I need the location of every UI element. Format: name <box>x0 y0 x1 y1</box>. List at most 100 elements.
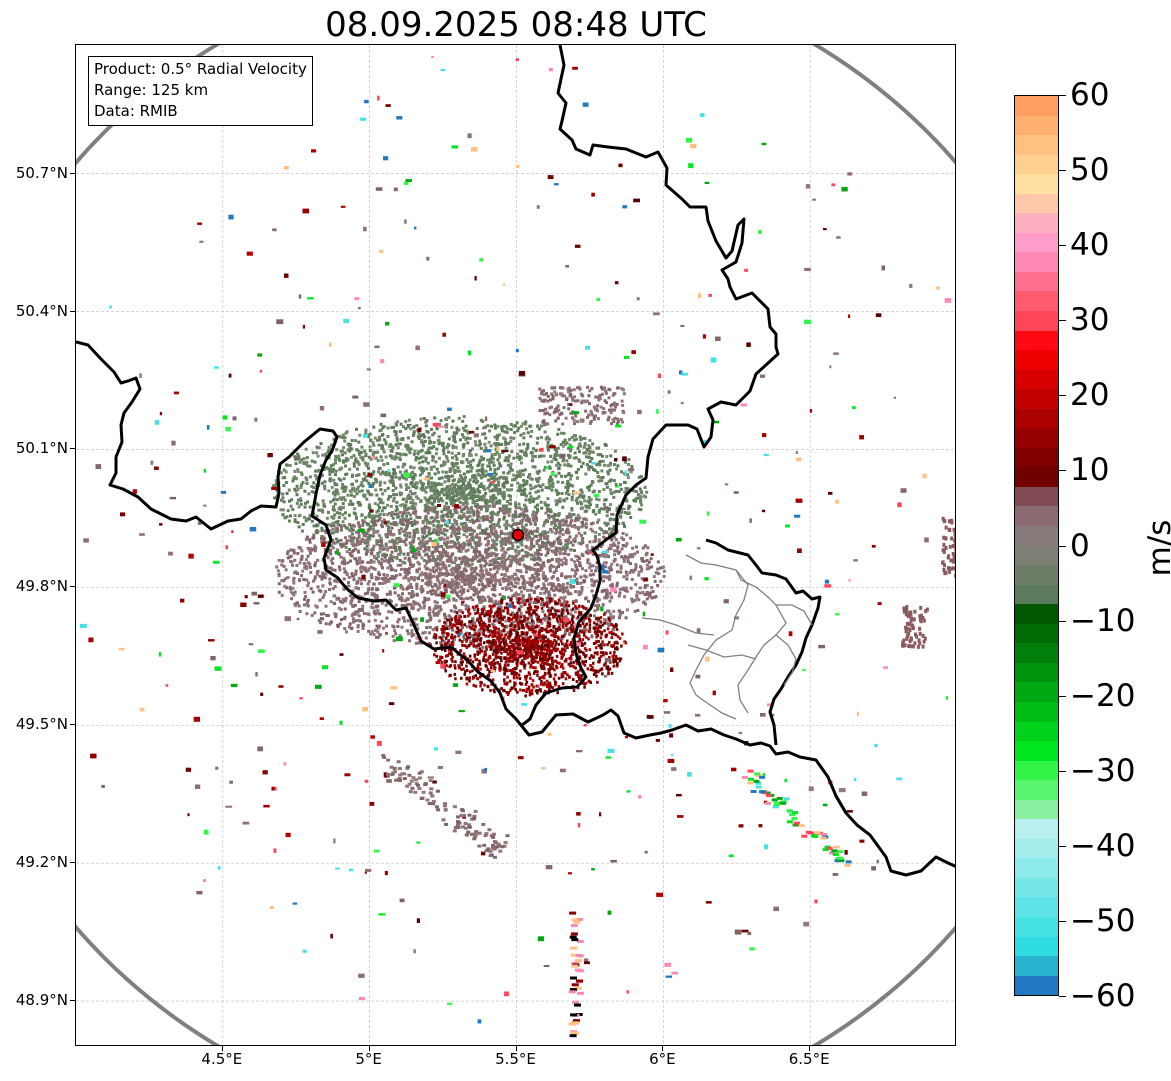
colorbar-tick-mark <box>1059 170 1066 172</box>
colorbar-tick-label: 10 <box>1070 452 1110 489</box>
colorbar-segment <box>1015 389 1058 409</box>
colorbar-tick-mark <box>1059 695 1066 697</box>
colorbar-tick-mark <box>1059 996 1066 997</box>
lon-tick-mark <box>515 1046 517 1051</box>
colorbar-tick-label: −40 <box>1070 827 1136 864</box>
product-info-box: Product: 0.5° Radial Velocity Range: 125… <box>88 56 313 126</box>
colorbar-tick-mark <box>1059 320 1066 322</box>
colorbar-segment <box>1015 291 1058 312</box>
colorbar-segment <box>1015 956 1058 976</box>
country-borders <box>76 45 955 877</box>
lat-tick-mark <box>70 172 75 174</box>
product-label: Product: 0.5° Radial Velocity <box>94 60 307 78</box>
colorbar-segment <box>1015 799 1058 820</box>
colorbar-segment <box>1015 467 1058 487</box>
colorbar-segment <box>1015 174 1058 194</box>
lat-tick-mark <box>70 310 75 312</box>
colorbar-segment <box>1015 838 1058 859</box>
radar-map[interactable] <box>75 44 956 1046</box>
colorbar-segment <box>1015 623 1058 644</box>
colorbar-tick-label: 50 <box>1070 152 1110 189</box>
colorbar-segment <box>1015 936 1058 957</box>
colorbar-segment <box>1015 232 1058 253</box>
colorbar-tick-mark <box>1059 245 1066 247</box>
colorbar-tick-mark <box>1059 920 1066 922</box>
colorbar-tick-mark <box>1059 470 1066 472</box>
graticule <box>76 45 955 1045</box>
colorbar-segment <box>1015 350 1058 370</box>
colorbar-tick-label: −30 <box>1070 752 1136 789</box>
colorbar-segment <box>1015 506 1058 527</box>
colorbar-segment <box>1015 486 1058 507</box>
colorbar-tick-mark <box>1059 770 1066 772</box>
lon-tick-label: 6.5°E <box>788 1050 830 1068</box>
colorbar-tick-mark <box>1059 845 1066 847</box>
lon-tick-mark <box>809 1046 811 1051</box>
colorbar-segment <box>1015 858 1058 878</box>
colorbar-segment <box>1015 780 1058 800</box>
colorbar-tick-label: 30 <box>1070 302 1110 339</box>
lat-tick-mark <box>70 724 75 726</box>
colorbar-segment <box>1015 741 1058 761</box>
colorbar-tick-mark <box>1059 545 1066 547</box>
colorbar-segment <box>1015 369 1058 390</box>
range-label: Range: 125 km <box>94 81 209 99</box>
radar-echoes <box>79 55 955 1038</box>
colorbar-segment <box>1015 154 1058 175</box>
radar-site-marker[interactable] <box>511 528 525 542</box>
lat-tick-label: 50.7°N <box>15 163 68 182</box>
lat-tick-label: 49.2°N <box>15 853 68 872</box>
lon-tick-label: 6°E <box>649 1050 676 1068</box>
border-lu-de-east <box>705 538 822 746</box>
colorbar-segment <box>1015 271 1058 292</box>
colorbar-tick-label: 40 <box>1070 227 1110 264</box>
colorbar-segment <box>1015 975 1058 996</box>
colorbar-segment <box>1015 545 1058 566</box>
colorbar-tick-label: 0 <box>1070 527 1090 564</box>
colorbar-tick-label: −10 <box>1070 602 1136 639</box>
colorbar-segment <box>1015 682 1058 702</box>
colorbar-segment <box>1015 135 1058 155</box>
colorbar-tick-label: −60 <box>1070 978 1136 1014</box>
colorbar-segment <box>1015 584 1058 605</box>
lat-tick-mark <box>70 448 75 450</box>
colorbar-segment <box>1015 916 1058 937</box>
border-be-lu-de <box>521 45 780 727</box>
lon-tick-label: 5.5°E <box>495 1050 536 1068</box>
lat-tick-label: 48.9°N <box>15 991 68 1010</box>
colorbar-segment <box>1015 721 1058 742</box>
colorbar-segment <box>1015 643 1058 663</box>
plot-title: 08.09.2025 08:48 UTC <box>325 5 707 45</box>
colorbar-tick-mark <box>1059 95 1066 96</box>
colorbar-label: m/s <box>1142 519 1171 577</box>
lon-tick-mark <box>662 1046 664 1051</box>
radar-map-canvas <box>76 45 955 1045</box>
colorbar-tick-label: −50 <box>1070 902 1136 939</box>
colorbar-tick-label: −20 <box>1070 677 1136 714</box>
colorbar-segment <box>1015 115 1058 136</box>
colorbar-tick-mark <box>1059 395 1066 397</box>
lon-tick-mark <box>221 1046 223 1051</box>
saar-admin-borders <box>641 554 813 720</box>
lat-tick-mark <box>70 1000 75 1002</box>
colorbar-segment <box>1015 565 1058 585</box>
colorbar-segment <box>1015 408 1058 429</box>
lat-tick-label: 50.4°N <box>15 301 68 320</box>
border-de-fr-rhine <box>834 795 848 814</box>
lon-tick-label: 5°E <box>355 1050 382 1068</box>
colorbar-segment <box>1015 193 1058 214</box>
data-source-label: Data: RMIB <box>94 102 178 120</box>
colorbar-segment <box>1015 877 1058 898</box>
colorbar-tick-label: 20 <box>1070 377 1110 414</box>
colorbar-segment <box>1015 96 1058 116</box>
colorbar-segment <box>1015 662 1058 683</box>
lat-tick-mark <box>70 862 75 864</box>
border-be-fr-west <box>76 340 955 877</box>
colorbar-segment <box>1015 447 1058 468</box>
colorbar-segment <box>1015 428 1058 448</box>
lon-tick-label: 4.5°E <box>201 1050 243 1068</box>
colorbar-segment <box>1015 604 1058 624</box>
colorbar-segment <box>1015 760 1058 781</box>
velocity-colorbar <box>1014 95 1059 996</box>
lat-tick-mark <box>70 586 75 588</box>
